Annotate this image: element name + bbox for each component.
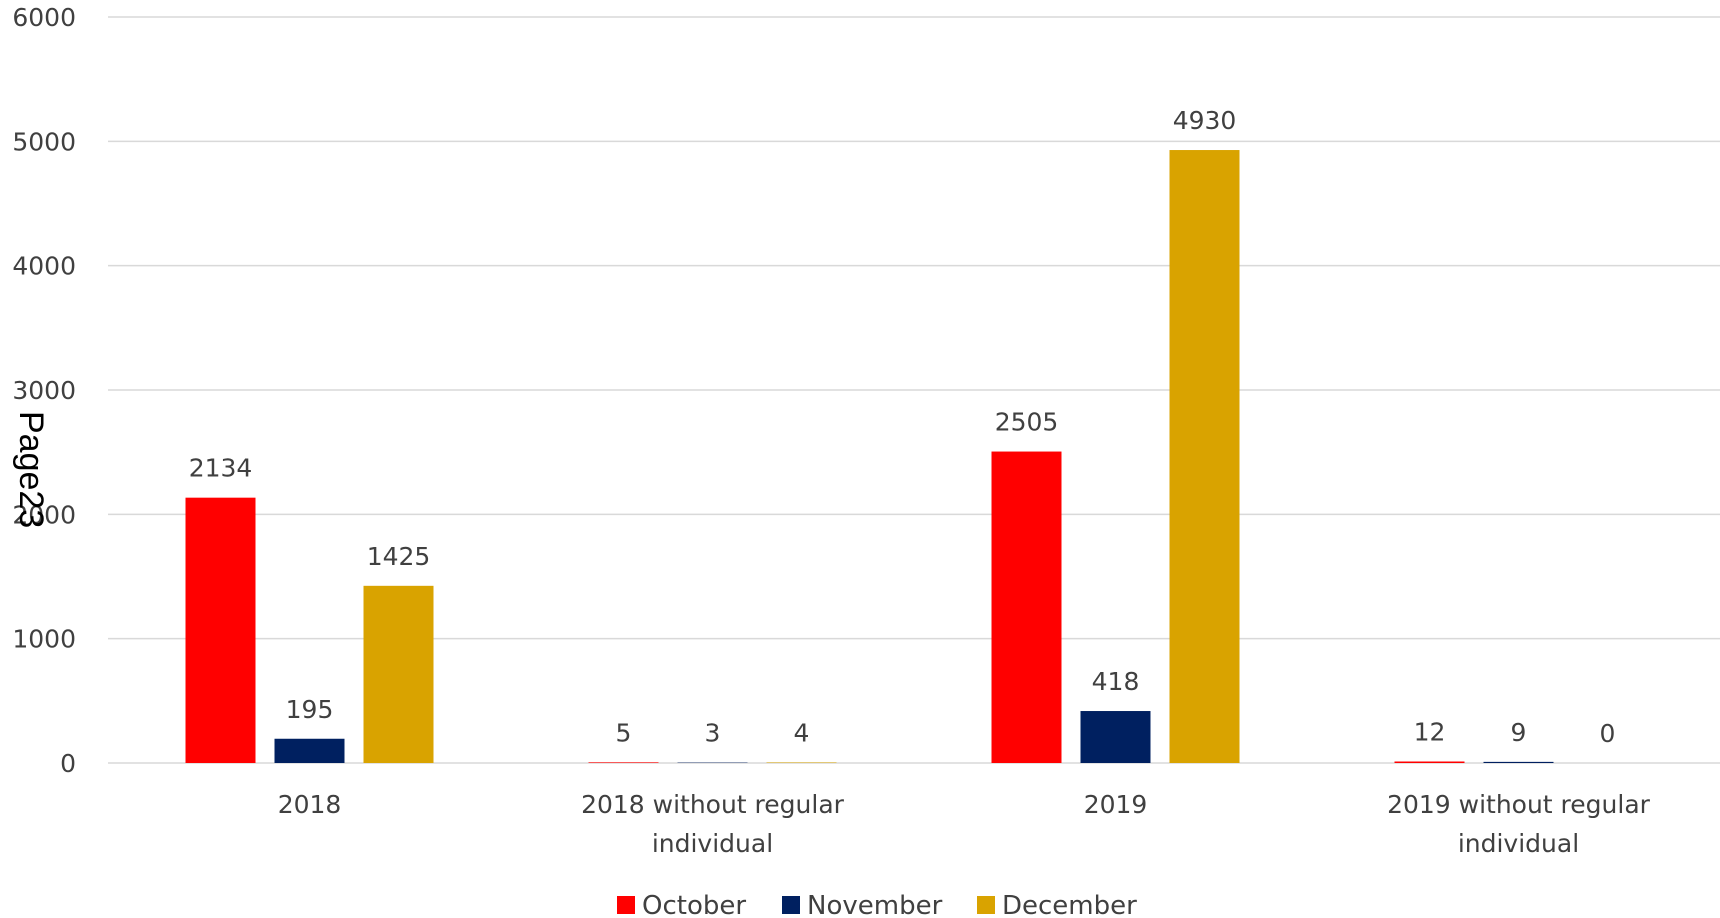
- data-label-december-2: 4930: [1173, 106, 1237, 135]
- y-tick-label: 5000: [12, 127, 76, 156]
- x-category-label: 2018 without regular: [581, 790, 845, 819]
- bar-october-3: [1394, 761, 1465, 763]
- y-tick-label: 4000: [12, 252, 76, 281]
- data-labels: 2134 195 1425 5 3 4 2505 418 4930 12 9 0: [189, 106, 1616, 748]
- data-label-october-2: 2505: [995, 408, 1059, 437]
- y-tick-label: 1000: [12, 625, 76, 654]
- bar-december-2: [1169, 150, 1240, 763]
- legend-label-november: November: [807, 891, 943, 918]
- legend-label-october: October: [642, 891, 746, 918]
- y-tick-label: 6000: [12, 3, 76, 32]
- legend-swatch-november: [782, 896, 800, 914]
- data-label-november-1: 3: [705, 719, 721, 748]
- y-tick-label: 2000: [12, 500, 76, 529]
- data-label-november-2: 418: [1092, 667, 1140, 696]
- data-label-october-1: 5: [616, 718, 632, 747]
- x-category-label: 2019 without regular: [1387, 790, 1651, 819]
- x-category-label: individual: [652, 829, 773, 858]
- data-label-october-3: 12: [1414, 718, 1446, 747]
- x-category-label: 2018: [278, 790, 342, 819]
- bar-december-0: [363, 585, 434, 763]
- gridlines: [108, 16, 1720, 764]
- y-tick-label: 3000: [12, 376, 76, 405]
- data-label-november-0: 195: [286, 695, 334, 724]
- data-label-december-0: 1425: [367, 542, 431, 571]
- legend-swatch-october: [617, 896, 635, 914]
- data-label-december-1: 4: [794, 719, 810, 748]
- bar-october-2: [991, 451, 1062, 763]
- bars: [185, 150, 1554, 763]
- bar-november-3: [1483, 761, 1554, 763]
- legend: October November December: [617, 891, 1137, 918]
- data-label-december-3: 0: [1600, 719, 1616, 748]
- x-category-label: 2019: [1084, 790, 1148, 819]
- bar-october-1: [588, 762, 659, 763]
- bar-october-0: [185, 497, 256, 763]
- page-number-label: Page23: [12, 411, 50, 528]
- bar-november-0: [274, 738, 345, 763]
- x-axis-category-labels: 2018 2018 without regular individual 2019 20…: [278, 790, 1651, 858]
- y-axis-tick-labels: 0 1000 2000 3000 4000 5000 6000: [12, 3, 76, 778]
- data-label-october-0: 2134: [189, 454, 253, 483]
- bar-november-2: [1080, 711, 1151, 763]
- legend-swatch-december: [977, 896, 995, 914]
- x-category-label: individual: [1458, 829, 1579, 858]
- data-label-november-3: 9: [1511, 718, 1527, 747]
- y-tick-label: 0: [60, 749, 76, 778]
- legend-label-december: December: [1002, 891, 1137, 918]
